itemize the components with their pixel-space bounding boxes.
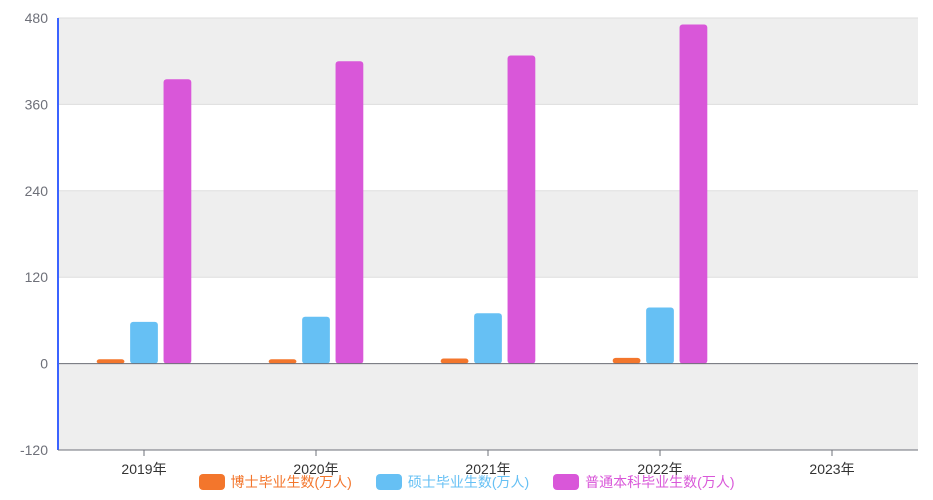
chart-container: -12001202403604802019年2020年2021年2022年202… (0, 0, 933, 500)
bar-chart: -12001202403604802019年2020年2021年2022年202… (0, 0, 933, 500)
legend: 博士毕业生数(万人) 硕士毕业生数(万人) 普通本科毕业生数(万人) (0, 472, 933, 492)
y-tick-label: -120 (20, 442, 48, 458)
legend-item-phd[interactable]: 博士毕业生数(万人) (199, 472, 352, 492)
bar-master-2 (474, 313, 502, 363)
legend-swatch (553, 474, 579, 490)
bar-bach-1 (336, 61, 364, 363)
legend-label: 硕士毕业生数(万人) (408, 472, 529, 492)
legend-label: 普通本科毕业生数(万人) (585, 472, 734, 492)
bar-bach-3 (680, 24, 708, 363)
y-tick-label: 240 (25, 183, 49, 199)
legend-swatch (199, 474, 225, 490)
legend-label: 博士毕业生数(万人) (231, 472, 352, 492)
bar-phd-3 (613, 358, 641, 364)
legend-swatch (376, 474, 402, 490)
bar-bach-2 (508, 55, 536, 363)
y-tick-label: 120 (25, 269, 49, 285)
bar-master-3 (646, 307, 674, 363)
bar-phd-1 (269, 359, 297, 363)
bar-master-1 (302, 317, 330, 364)
bar-bach-0 (164, 79, 192, 363)
y-tick-label: 480 (25, 10, 49, 26)
legend-item-master[interactable]: 硕士毕业生数(万人) (376, 472, 529, 492)
bar-phd-2 (441, 359, 469, 364)
bar-phd-0 (97, 359, 125, 363)
bar-master-0 (130, 322, 158, 364)
y-tick-label: 0 (40, 356, 48, 372)
y-tick-label: 360 (25, 96, 49, 112)
legend-item-bach[interactable]: 普通本科毕业生数(万人) (553, 472, 734, 492)
